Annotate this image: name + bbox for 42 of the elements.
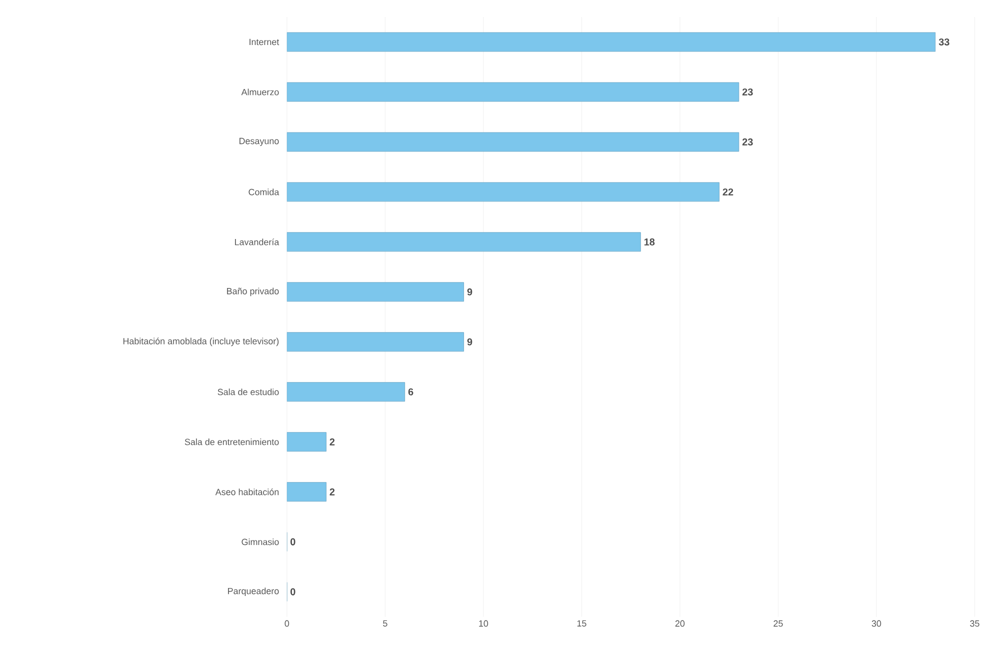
x-tick-label: 35 (970, 620, 980, 627)
x-tick-label: 10 (479, 620, 488, 627)
bar (286, 332, 464, 352)
y-tick-label: Internet (250, 38, 280, 46)
y-tick-label: Baño privado (227, 288, 279, 296)
data-label: 9 (467, 288, 472, 296)
y-tick-label: Sala de estudio (218, 388, 279, 396)
bar (286, 232, 641, 252)
x-tick-label: 5 (383, 620, 388, 627)
bar (286, 282, 464, 302)
bar (286, 32, 936, 52)
data-label: 0 (290, 538, 296, 546)
bar (286, 182, 720, 202)
bar (286, 432, 326, 452)
data-label: 22 (722, 188, 734, 196)
y-tick-label: Habitación amoblada (incluye televisor) (123, 338, 279, 346)
data-label: 23 (742, 138, 753, 146)
x-tick-label: 15 (577, 620, 586, 627)
x-tick-label: 0 (284, 620, 290, 627)
data-label: 2 (330, 488, 335, 496)
data-label: 18 (644, 238, 655, 246)
bar (286, 82, 740, 102)
bar (286, 132, 740, 152)
y-tick-label: Comida (248, 188, 280, 196)
y-tick-label: Lavandería (235, 238, 280, 246)
x-tick-label: 30 (872, 620, 882, 627)
x-tick-label: 25 (774, 620, 783, 627)
bar (286, 382, 406, 402)
data-label: 33 (938, 38, 950, 46)
y-tick-label: Desayuno (240, 138, 279, 146)
y-tick-label: Parqueadero (228, 588, 279, 596)
bar (286, 482, 326, 502)
y-tick-label: Almuerzo (241, 88, 279, 96)
y-tick-label: Sala de entretenimiento (184, 438, 279, 446)
data-label: 9 (467, 338, 472, 346)
x-tick-label: 20 (675, 620, 685, 627)
data-label: 2 (330, 438, 335, 446)
data-label: 0 (290, 588, 296, 596)
y-tick-label: Aseo habitación (215, 488, 279, 496)
data-label: 6 (408, 388, 414, 396)
y-tick-label: Gimnasio (242, 538, 279, 546)
data-label: 23 (742, 88, 753, 96)
